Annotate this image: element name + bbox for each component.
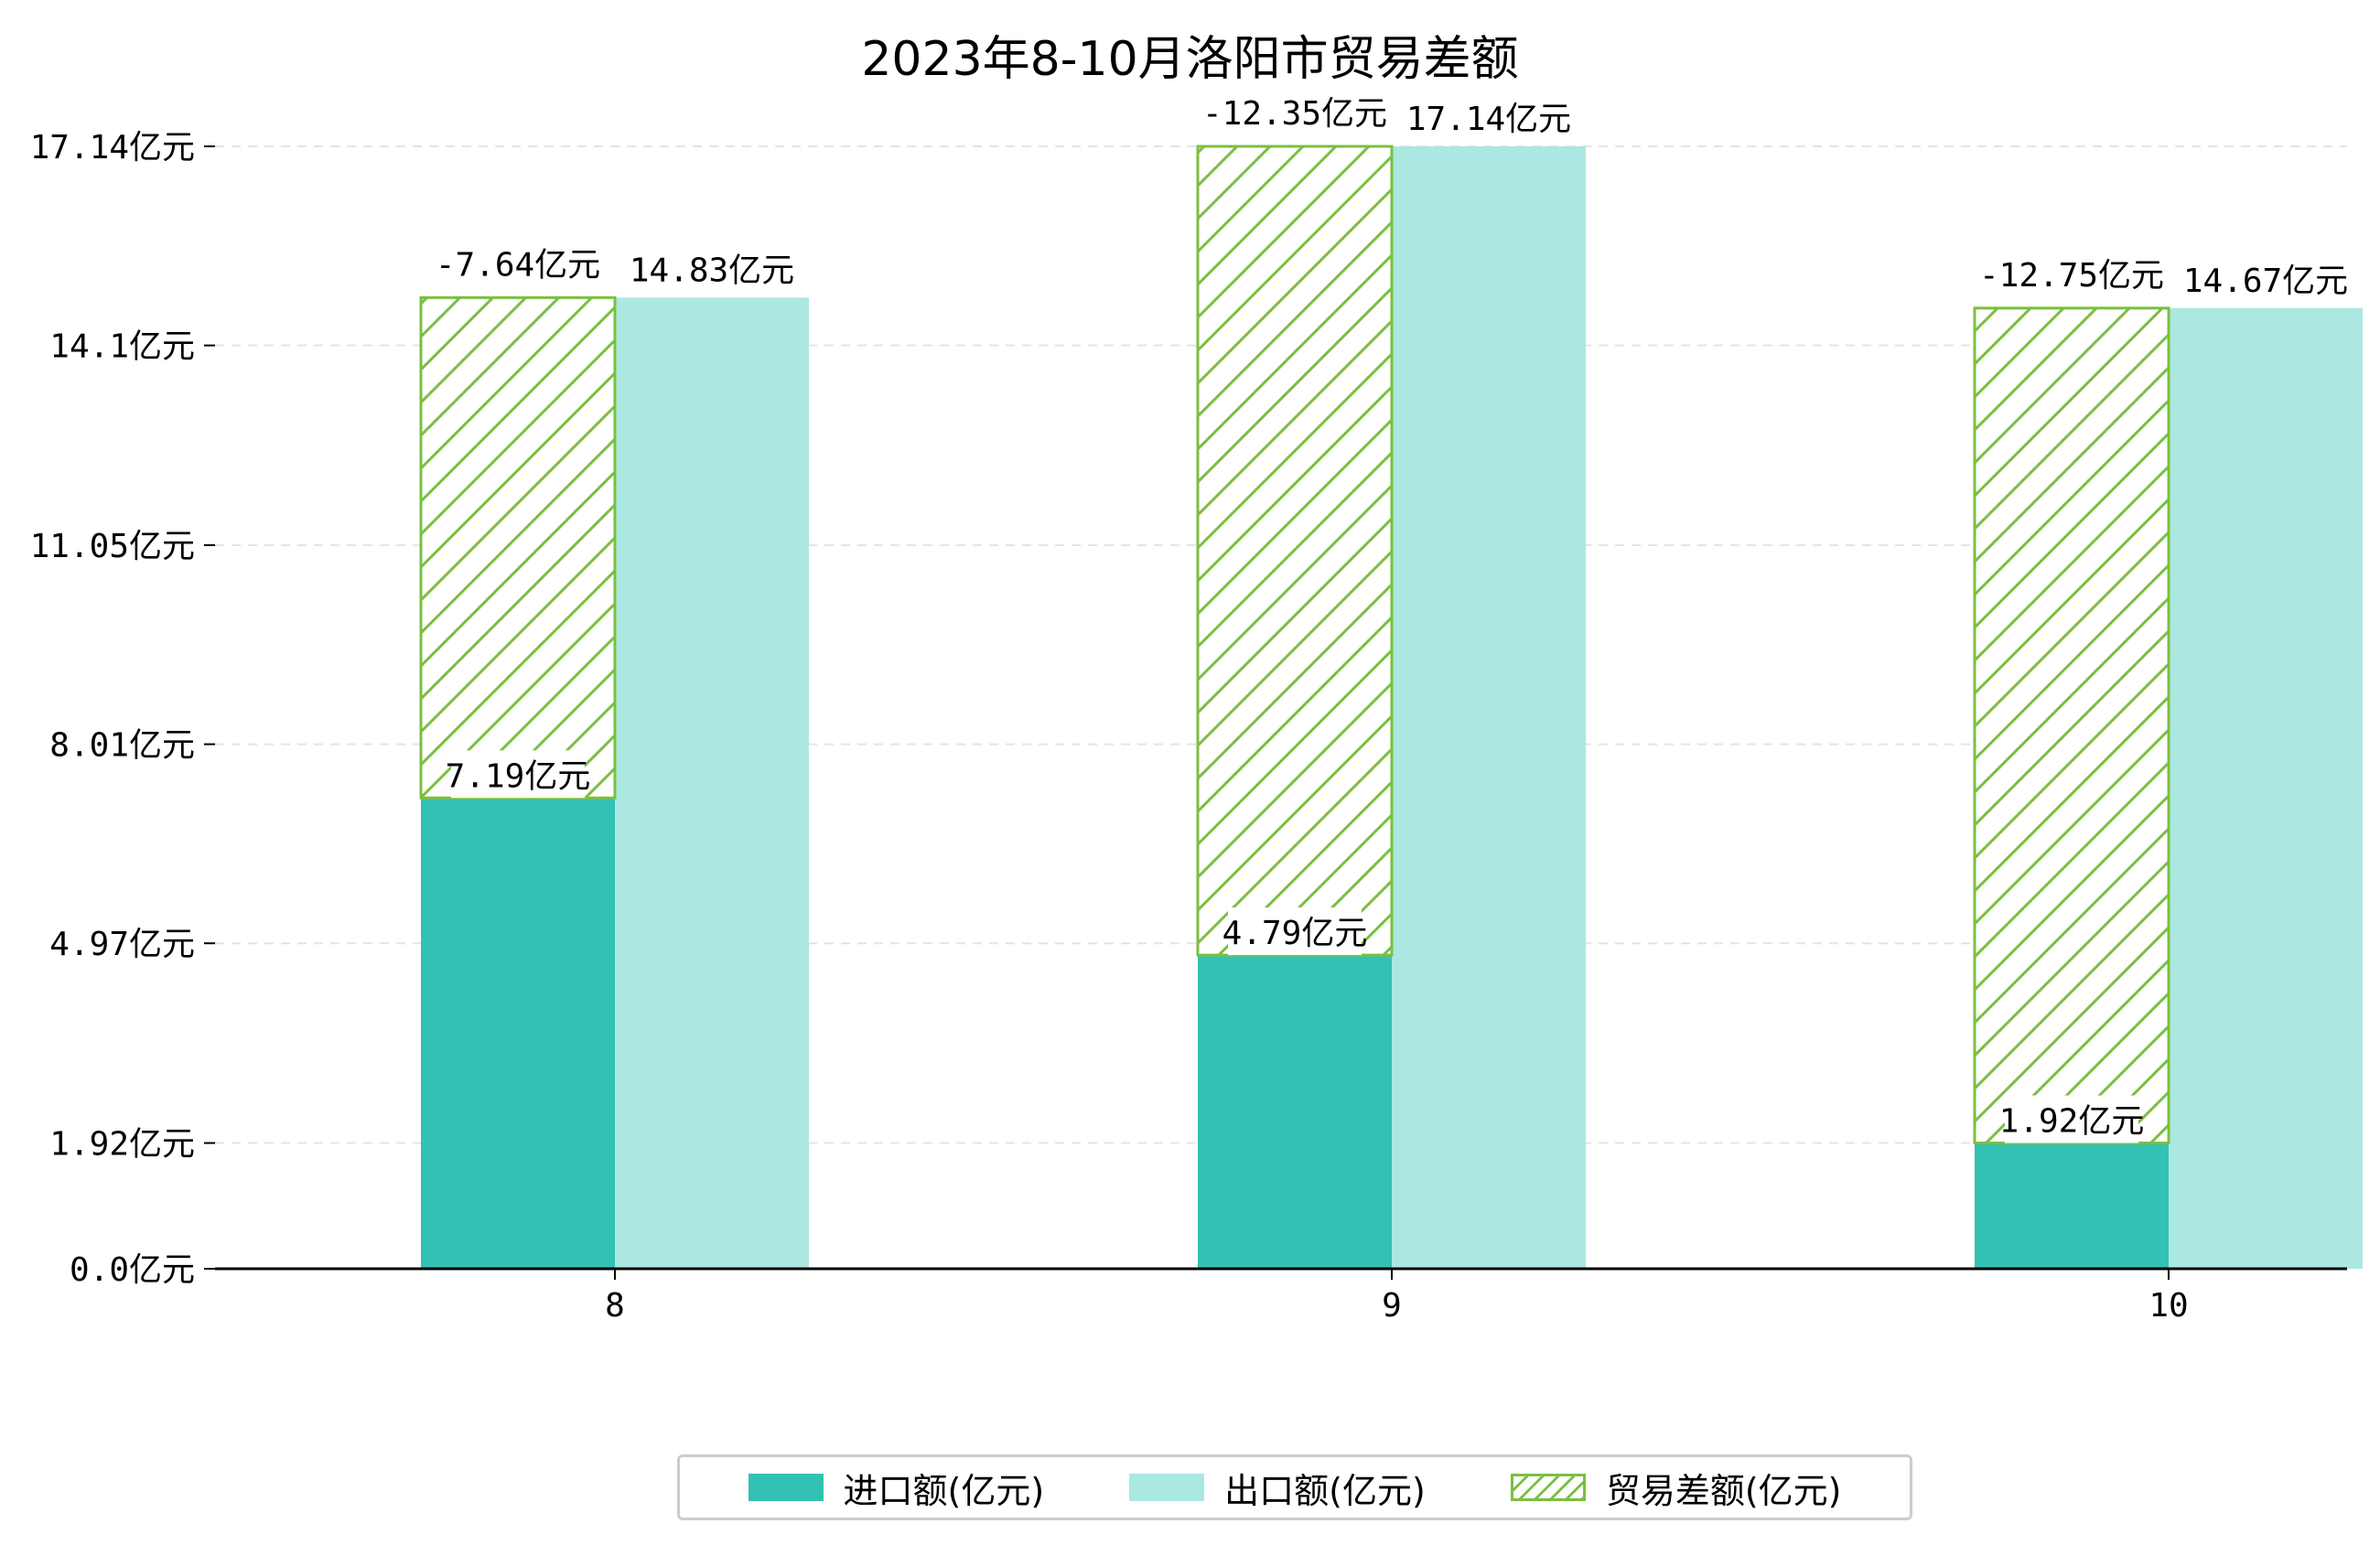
labels-layer: 7.19亿元 14.83亿元 -7.64亿元 4.79亿元 17.14亿元 -12.35亿…: [436, 88, 2348, 1143]
y-tick-label: 8.01亿元: [49, 727, 195, 765]
data-label-balance: -12.35亿元: [1202, 95, 1387, 133]
y-tick-label: 4.97亿元: [49, 926, 195, 963]
bar-balance: [1196, 145, 1394, 957]
legend-label-balance: 贸易差额(亿元): [1605, 1470, 1842, 1511]
y-tick-label: 1.92亿元: [49, 1126, 195, 1164]
data-label-balance: -7.64亿元: [436, 246, 600, 284]
chart-title: 2023年8-10月洛阳市贸易差额: [861, 32, 1519, 87]
data-label-export: 14.67亿元: [2183, 263, 2348, 300]
data-label-bg: [1209, 88, 1381, 135]
bar-balance: [419, 295, 617, 799]
data-label-bg: [2189, 254, 2342, 303]
x-tick-label: 8: [605, 1287, 625, 1325]
data-label-bg: [2005, 1095, 2138, 1143]
data-label-import: 1.92亿元: [1999, 1103, 2145, 1141]
data-label-bg: [1986, 249, 2158, 297]
data-label-bg: [1228, 907, 1362, 956]
bar-import: [1198, 955, 1392, 1269]
bar-export: [2169, 307, 2363, 1270]
legend-swatch-import: [748, 1474, 824, 1501]
bar-export: [615, 297, 809, 1269]
x-tick-label: 10: [2148, 1287, 2188, 1325]
legend-label-import: 进口额(亿元): [843, 1470, 1045, 1511]
data-label-import: 4.79亿元: [1222, 915, 1368, 952]
legend-item-balance: 贸易差额(亿元): [1510, 1463, 1842, 1513]
data-label-bg: [1412, 93, 1566, 141]
bar-export: [1392, 146, 1586, 1269]
data-label-balance: -12.75亿元: [1979, 257, 2164, 295]
data-label-export: 14.83亿元: [630, 252, 794, 289]
legend-label-export: 出口额(亿元): [1224, 1470, 1426, 1511]
data-label-bg: [635, 244, 789, 293]
y-tick-label: 17.14亿元: [30, 129, 195, 166]
bar-import: [1975, 1143, 2169, 1269]
legend: 进口额(亿元) 出口额(亿元) 贸易差额(亿元): [677, 1454, 1912, 1520]
y-tick-label: 14.1亿元: [49, 328, 195, 366]
legend-item-import: 进口额(亿元): [748, 1463, 1045, 1513]
legend-swatch-export: [1129, 1474, 1205, 1501]
bars-layer: [419, 145, 2363, 1270]
y-tick-label: 11.05亿元: [30, 528, 195, 565]
axis-layer: 0.0亿元 1.92亿元 4.97亿元 8.01亿元 11.05亿元 14.1亿元 17.1…: [30, 129, 2347, 1325]
bar-balance: [1973, 306, 2170, 1145]
bar-import: [421, 798, 615, 1269]
y-tick-label: 0.0亿元: [70, 1251, 195, 1289]
data-label-bg: [451, 750, 585, 799]
data-label-import: 7.19亿元: [446, 757, 591, 795]
legend-item-export: 出口额(亿元): [1129, 1463, 1426, 1513]
data-label-bg: [441, 239, 595, 287]
data-label-export: 17.14亿元: [1406, 101, 1571, 138]
x-tick-label: 9: [1382, 1287, 1402, 1325]
legend-swatch-balance: [1510, 1474, 1586, 1501]
